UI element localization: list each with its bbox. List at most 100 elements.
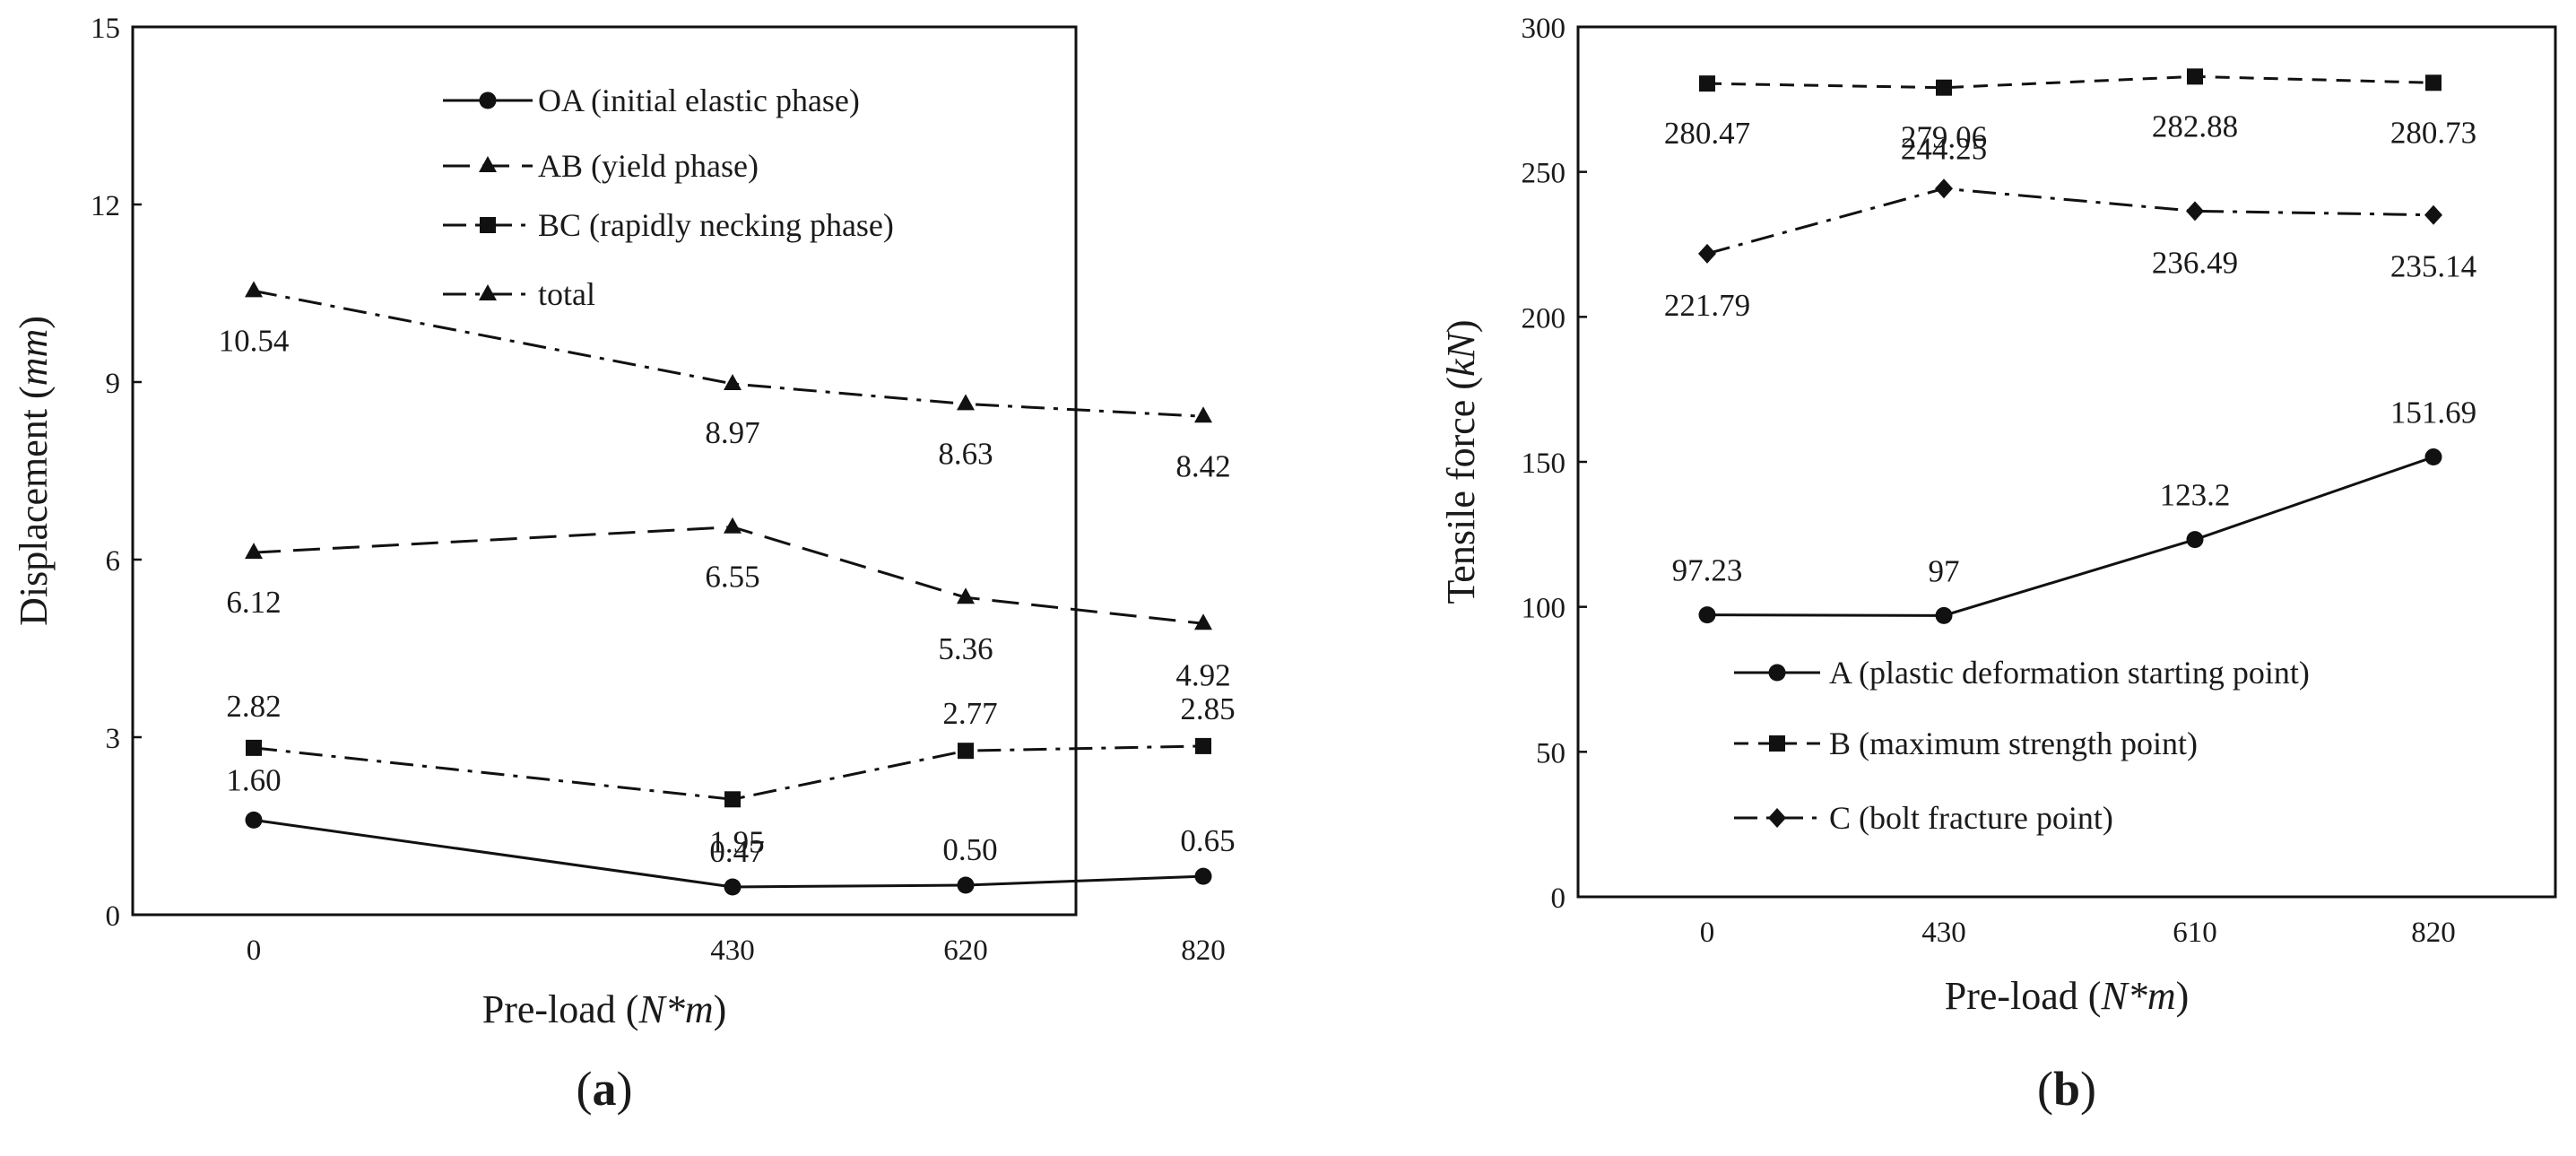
- data-label: 2.77: [942, 696, 997, 731]
- panel-label-letter: b: [2053, 1062, 2080, 1116]
- y-axis-title: Tensile force (kN): [1439, 320, 1483, 604]
- data-point: [724, 791, 741, 808]
- panel-label-close: ): [617, 1062, 633, 1116]
- y-tick-label: 0: [106, 900, 121, 933]
- legend-entry: total: [538, 276, 595, 312]
- data-label: 244.25: [1901, 131, 1987, 166]
- data-label: 0.50: [942, 832, 997, 867]
- legend-marker: [1768, 664, 1786, 682]
- series-line: [253, 289, 1204, 418]
- series-line: [253, 526, 1204, 625]
- legend-entry: BC (rapidly necking phase): [538, 207, 894, 243]
- data-point: [245, 543, 263, 560]
- y-tick-label: 0: [1551, 882, 1566, 915]
- y-axis-title-italic: mm: [12, 329, 56, 387]
- data-point: [246, 739, 262, 756]
- x-tick-label: 820: [1181, 934, 1226, 967]
- x-axis-title-close: ): [714, 987, 727, 1031]
- data-point: [245, 811, 263, 829]
- data-point: [2424, 448, 2442, 466]
- data-point: [724, 373, 742, 390]
- data-label: 4.92: [1175, 657, 1230, 692]
- legend-a: OA (initial elastic phase) AB (yield phas…: [443, 83, 894, 312]
- legend-marker: [480, 217, 496, 233]
- series-2: 6.12 6.55 5.36 4.92: [226, 517, 1231, 692]
- panel-label-b: (b): [2037, 1062, 2096, 1116]
- data-point: [1935, 178, 1953, 199]
- data-label: 0.65: [1180, 823, 1235, 858]
- x-tick-label: 620: [943, 934, 988, 967]
- data-point: [957, 876, 975, 894]
- y-axis-title-text: Tensile force (: [1439, 377, 1483, 604]
- x-axis-title: Pre-load (N*m): [1945, 974, 2190, 1018]
- legend-b: A (plastic deformation starting point) B …: [1734, 655, 2310, 836]
- y-tick-label: 150: [1522, 448, 1566, 480]
- x-tick-label: 0: [247, 934, 262, 967]
- y-tick-label: 300: [1522, 13, 1566, 45]
- legend-entry: OA (initial elastic phase): [538, 83, 860, 118]
- data-point: [245, 281, 263, 298]
- series-3: 221.79 244.25 236.49 235.14: [1664, 131, 2476, 323]
- panel-label-open: (: [2037, 1062, 2053, 1116]
- legend-entry: A (plastic deformation starting point): [1829, 655, 2310, 691]
- y-tick-label: 12: [91, 190, 120, 222]
- x-axis-title-italic: N*m: [637, 987, 713, 1031]
- y-tick-label: 9: [106, 368, 121, 400]
- plot-area-b: [1576, 25, 2557, 899]
- y-tick-label: 15: [91, 13, 120, 45]
- panel-label-a: (a): [577, 1062, 633, 1116]
- series-line: [253, 818, 1204, 889]
- y-axis-title-italic: kN: [1439, 331, 1483, 378]
- data-label: 280.73: [2390, 115, 2476, 150]
- data-label: 280.47: [1664, 116, 1750, 151]
- x-tick-label: 0: [1700, 917, 1715, 949]
- legend-entry: B (maximum strength point): [1829, 726, 2198, 761]
- legend-marker: [1768, 808, 1786, 828]
- legend-marker: [1769, 735, 1785, 752]
- data-label: 97: [1929, 553, 1960, 588]
- y-tick-label: 200: [1522, 302, 1566, 335]
- legend-marker: [479, 91, 497, 109]
- data-label: 6.55: [705, 560, 759, 595]
- data-point: [958, 743, 974, 760]
- x-tick-label: 430: [1921, 917, 1966, 949]
- data-point: [1699, 75, 1715, 92]
- data-point: [1195, 737, 1211, 754]
- data-label: 2.85: [1180, 691, 1235, 726]
- data-point: [2424, 204, 2442, 225]
- data-label: 10.54: [219, 323, 290, 358]
- y-axis-title: Displacement (mm): [12, 316, 56, 626]
- legend-entry: AB (yield phase): [538, 148, 759, 184]
- data-point: [1936, 79, 1952, 96]
- data-point: [1935, 606, 1953, 624]
- data-point: [1194, 406, 1212, 423]
- legend-marker: [479, 156, 497, 172]
- data-point: [1698, 606, 1716, 624]
- data-label: 1.60: [226, 762, 281, 797]
- y-tick-label: 250: [1522, 158, 1566, 190]
- data-label: 235.14: [2390, 249, 2476, 284]
- x-axis-title-close: ): [2176, 974, 2190, 1018]
- series-1: 1.60 0.47 0.50 0.65: [226, 762, 1236, 896]
- data-point: [1194, 867, 1212, 885]
- x-axis-title: Pre-load (N*m): [482, 987, 727, 1031]
- panel-label-close: ): [2080, 1062, 2096, 1116]
- x-tick-label: 610: [2173, 917, 2217, 949]
- data-point: [724, 878, 742, 896]
- x-axis-title-text: Pre-load (: [1945, 974, 2102, 1018]
- y-tick-label: 3: [106, 723, 121, 755]
- series-line: [1706, 187, 2434, 256]
- y-axis-title-close: ): [1439, 320, 1483, 334]
- data-label: 97.23: [1672, 553, 1743, 588]
- data-label: 279.06: [1901, 120, 1987, 155]
- data-label: 8.42: [1175, 448, 1230, 483]
- data-label: 0.47: [709, 834, 764, 869]
- series-1: 97.23 97 123.2 151.69: [1672, 395, 2476, 624]
- data-label: 8.97: [705, 415, 759, 450]
- data-point: [957, 587, 975, 604]
- y-tick-label: 50: [1536, 737, 1566, 769]
- data-point: [724, 517, 742, 534]
